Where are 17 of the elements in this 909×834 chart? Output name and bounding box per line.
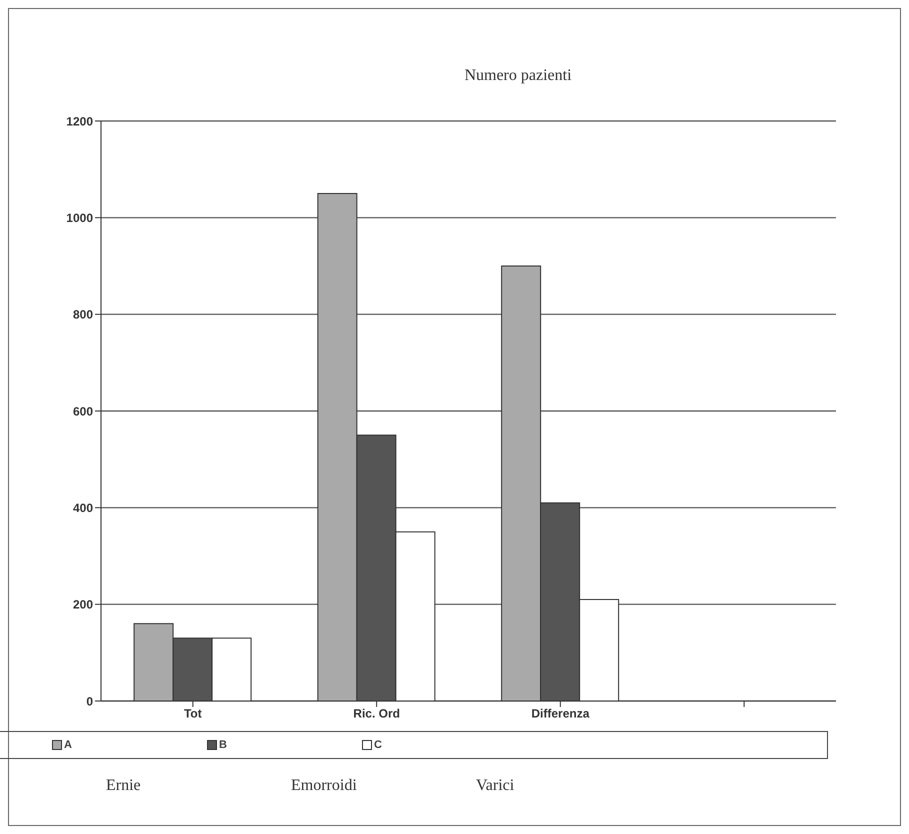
text: Ernie xyxy=(106,777,141,795)
y-tick-label: 0 xyxy=(86,694,94,708)
x-tick-label: Tot xyxy=(184,706,202,721)
y-tick-label: 1000 xyxy=(66,210,94,225)
legend-label: A xyxy=(63,739,73,751)
text: Emorroidi xyxy=(291,777,357,795)
legend-label: C xyxy=(373,739,383,751)
x-tick-label: Differenza xyxy=(531,706,590,721)
y-tick-label: 1200 xyxy=(66,114,94,128)
y-tick-label: 400 xyxy=(72,500,94,515)
text: Varici xyxy=(476,777,514,795)
legend-label: B xyxy=(218,739,228,751)
y-tick-label: 800 xyxy=(72,308,94,322)
x-tick-label: Ric. Ord xyxy=(353,706,400,721)
y-tick-label: 600 xyxy=(72,404,94,418)
chart-title: Numero pazienti xyxy=(463,67,573,85)
y-tick-label: 200 xyxy=(72,598,94,612)
